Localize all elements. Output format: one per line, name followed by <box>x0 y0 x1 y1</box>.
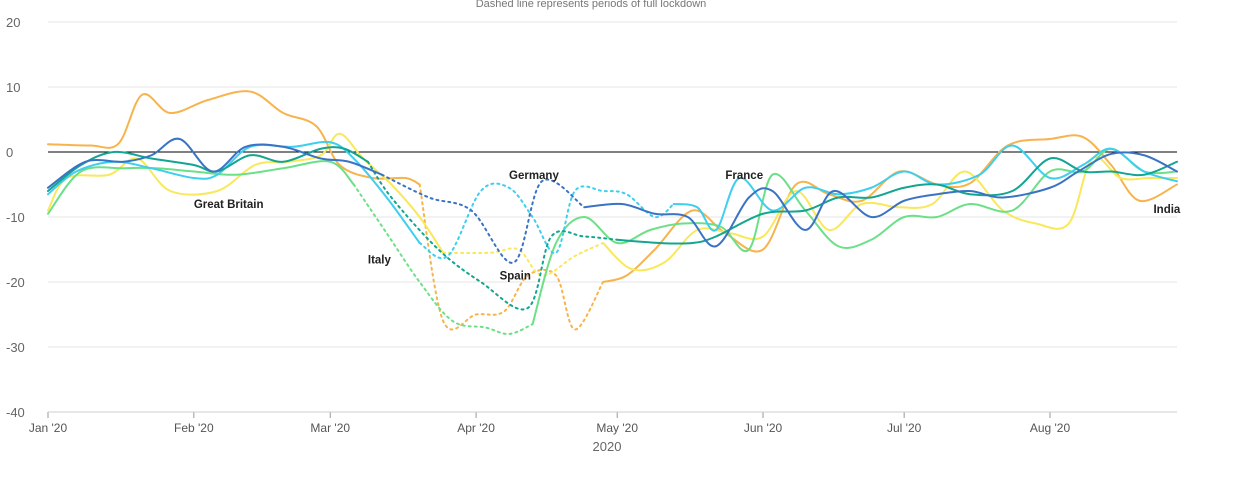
lockdown-segment <box>418 182 675 260</box>
line-segment <box>602 156 1178 272</box>
line-segment <box>47 160 355 215</box>
y-tick-label: 0 <box>6 145 13 160</box>
series-label-great-britain: Great Britain <box>194 199 264 211</box>
y-tick-label: -30 <box>6 340 25 355</box>
line-segment <box>47 90 421 186</box>
series-italy <box>47 147 1178 336</box>
x-tick-label: Mar '20 <box>310 421 350 435</box>
lockdown-segment <box>442 242 605 277</box>
series-label-germany: Germany <box>509 170 559 182</box>
x-tick-label: Jun '20 <box>744 421 783 435</box>
y-tick-label: -20 <box>6 275 25 290</box>
x-axis-ticks: Jan '20 Feb '20 Mar '20 Apr '20 May '20 Jun '… <box>29 412 1071 435</box>
line-segment <box>583 151 1178 248</box>
line-segment <box>47 132 445 254</box>
series-label-france: France <box>725 170 763 182</box>
series-label-spain: Spain <box>500 271 531 283</box>
x-axis-title: 2020 <box>593 439 622 454</box>
x-tick-label: Jul '20 <box>887 421 922 435</box>
line-segment <box>602 134 1178 283</box>
series-label-india: India <box>1153 204 1180 216</box>
line-segment <box>47 137 383 189</box>
y-axis-ticks: 20 10 0 -10 -20 -30 -40 <box>6 15 25 420</box>
x-tick-label: Apr '20 <box>457 421 495 435</box>
series-label-italy: Italy <box>368 254 392 266</box>
line-segment <box>531 147 1178 326</box>
x-tick-label: Aug '20 <box>1030 421 1071 435</box>
x-tick-label: Feb '20 <box>174 421 214 435</box>
grid-lines <box>48 21 1177 413</box>
chart-subtitle: Dashed line represents periods of full l… <box>476 0 707 10</box>
series-labels: India Italy Great Britain Spain Germany Franc… <box>194 170 1181 283</box>
series-germany <box>47 137 1178 264</box>
lockdown-segment <box>381 173 586 264</box>
x-tick-label: Jan '20 <box>29 421 68 435</box>
lockdown-segment <box>418 183 605 331</box>
lockdown-segment <box>352 183 534 336</box>
x-tick-label: May '20 <box>596 421 638 435</box>
series-india <box>47 90 1178 331</box>
line-segment <box>672 144 1178 232</box>
y-tick-label: -40 <box>6 405 25 420</box>
y-tick-label: 10 <box>6 80 20 95</box>
series-lines <box>47 90 1178 336</box>
line-segment <box>616 157 1178 245</box>
y-tick-label: -10 <box>6 210 25 225</box>
y-tick-label: 20 <box>6 15 20 30</box>
